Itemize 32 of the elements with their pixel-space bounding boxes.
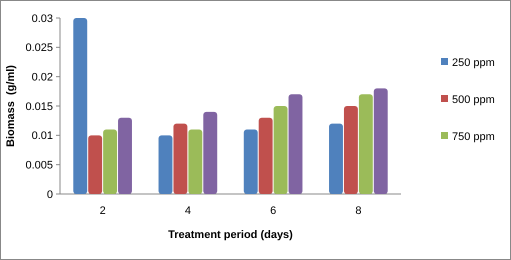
bar [88, 135, 102, 194]
y-tick-label: 0.01 [32, 130, 53, 142]
legend-label: 250 ppm [452, 56, 495, 69]
y-tick-label: 0.015 [25, 100, 53, 113]
bar [258, 118, 273, 194]
legend-label: 750 ppm [452, 130, 495, 143]
bar [358, 94, 373, 194]
bar [274, 106, 288, 194]
bar [118, 118, 132, 194]
y-tick-label: 0.02 [32, 72, 53, 84]
y-tick-label: 0.005 [25, 160, 53, 172]
bar [173, 124, 188, 194]
x-tick-label: 4 [184, 205, 191, 217]
bar [374, 88, 388, 194]
y-tick-label: 0 [46, 188, 53, 201]
x-tick-label: 6 [270, 205, 276, 217]
x-tick-label: 2 [100, 205, 106, 217]
bar [73, 18, 88, 194]
bar [203, 112, 218, 194]
bar [329, 124, 343, 194]
y-tick-label: 0.03 [32, 12, 53, 25]
bar [344, 106, 358, 194]
bar [103, 129, 118, 194]
x-axis-title: Treatment period (days) [168, 229, 294, 241]
y-tick-label: 0.025 [25, 42, 53, 54]
y-axis-title: Biomass (g/ml) [5, 64, 17, 147]
bar [188, 129, 202, 194]
bar [288, 94, 302, 194]
legend-label: 500 ppm [452, 94, 495, 106]
bar [158, 135, 172, 194]
x-tick-label: 8 [355, 205, 362, 217]
bar [244, 129, 258, 194]
